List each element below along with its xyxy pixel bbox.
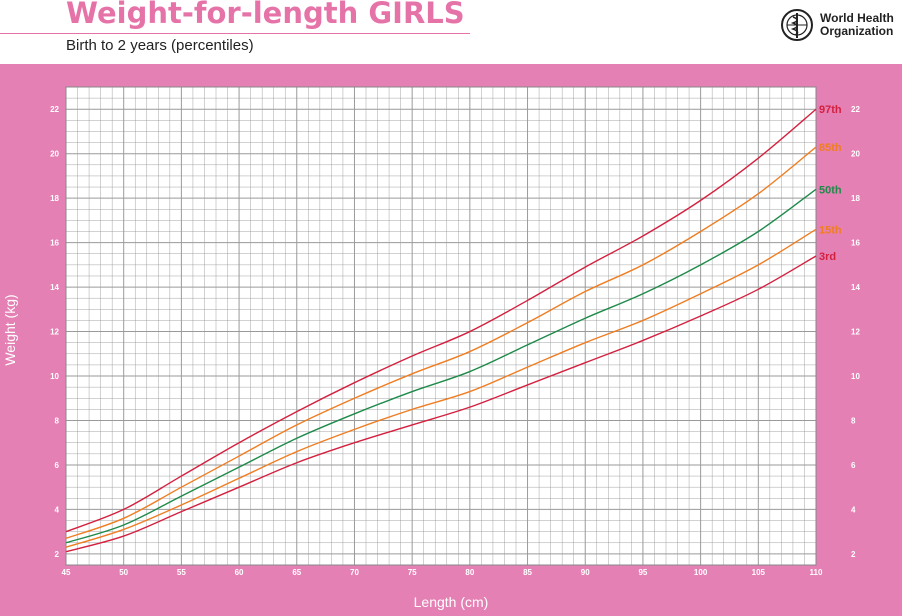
y-tick-label-left: 18 [50, 194, 59, 203]
who-logo: World Health Organization [780, 8, 894, 42]
y-tick-label-right: 18 [851, 194, 860, 203]
y-tick-label-left: 22 [50, 105, 59, 114]
x-tick-label: 45 [62, 568, 71, 577]
series-line-85th [65, 146, 817, 539]
y-tick-label-right: 6 [851, 461, 856, 470]
y-tick-label-left: 14 [50, 283, 59, 292]
x-tick-label: 55 [177, 568, 186, 577]
x-tick-label: 70 [350, 568, 359, 577]
x-tick-label: 80 [465, 568, 474, 577]
y-axis-label-text: Weight (kg) [2, 294, 18, 366]
y-tick-label-right: 16 [851, 239, 860, 248]
page-subtitle: Birth to 2 years (percentiles) [66, 37, 254, 54]
org-name-line2: Organization [820, 24, 894, 38]
x-tick-label: 110 [810, 568, 823, 577]
x-tick-label: 65 [292, 568, 301, 577]
y-tick-label-left: 4 [55, 505, 60, 514]
series-line-3rd [65, 255, 817, 553]
title-divider [0, 33, 470, 34]
y-tick-label-right: 22 [851, 105, 860, 114]
y-tick-label-right: 10 [851, 372, 860, 381]
series-label-97th: 97th [819, 104, 842, 116]
y-tick-label-left: 12 [50, 328, 59, 337]
x-tick-label: 75 [408, 568, 417, 577]
y-tick-label-right: 14 [851, 283, 860, 292]
series-line-97th [65, 108, 817, 533]
y-tick-label-left: 2 [55, 550, 60, 559]
y-tick-label-left: 10 [50, 372, 59, 381]
x-axis-label: Length (cm) [413, 594, 489, 610]
series-label-3rd: 3rd [819, 251, 836, 263]
series-label-50th: 50th [819, 184, 842, 196]
y-tick-label-left: 16 [50, 239, 59, 248]
x-tick-label: 60 [235, 568, 244, 577]
y-tick-label-left: 8 [55, 416, 60, 425]
x-tick-label: 50 [119, 568, 128, 577]
x-tick-label: 85 [523, 568, 532, 577]
series-label-15th: 15th [819, 224, 842, 236]
who-emblem-icon [781, 9, 813, 41]
y-tick-label-right: 2 [851, 550, 856, 559]
series-line-50th [65, 188, 817, 544]
y-tick-label-left: 20 [50, 150, 59, 159]
x-tick-label: 90 [581, 568, 590, 577]
y-tick-label-right: 20 [851, 150, 860, 159]
y-tick-label-right: 8 [851, 416, 856, 425]
x-tick-label: 105 [752, 568, 766, 577]
y-tick-label-right: 4 [851, 505, 856, 514]
page-title: Weight-for-length GIRLS [66, 0, 465, 30]
org-name-line1: World Health [820, 11, 894, 25]
x-tick-label: 100 [694, 568, 708, 577]
series-line-15th [65, 228, 817, 548]
plot-border [65, 86, 817, 566]
plot-area [66, 87, 816, 565]
x-tick-label: 95 [638, 568, 647, 577]
y-tick-label-left: 6 [55, 461, 60, 470]
y-tick-label-right: 12 [851, 328, 860, 337]
series-label-85th: 85th [819, 142, 842, 154]
